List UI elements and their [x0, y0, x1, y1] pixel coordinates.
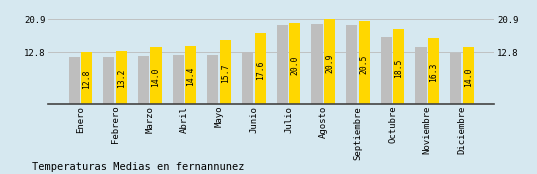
Text: 20.5: 20.5	[360, 54, 369, 74]
Bar	[116, 50, 127, 104]
Bar	[277, 25, 288, 104]
Bar	[150, 47, 162, 104]
Text: 20.0: 20.0	[291, 56, 299, 75]
Bar	[450, 53, 461, 104]
Bar	[255, 33, 266, 104]
Bar	[393, 29, 404, 104]
Bar	[138, 56, 149, 104]
Bar	[428, 38, 439, 104]
Bar	[359, 21, 369, 104]
Text: Temperaturas Medias en fernannunez: Temperaturas Medias en fernannunez	[32, 162, 245, 172]
Text: 14.0: 14.0	[464, 67, 473, 87]
Text: 13.2: 13.2	[117, 69, 126, 88]
Bar	[242, 52, 253, 104]
Bar	[324, 19, 335, 104]
Bar	[173, 56, 184, 104]
Bar	[81, 52, 92, 104]
Bar	[463, 47, 474, 104]
Bar	[103, 57, 114, 104]
Bar	[289, 23, 300, 104]
Bar	[381, 37, 392, 104]
Bar	[220, 40, 231, 104]
Text: 20.9: 20.9	[325, 54, 334, 73]
Text: 15.7: 15.7	[221, 64, 230, 83]
Text: 17.6: 17.6	[256, 60, 265, 80]
Text: 14.4: 14.4	[186, 66, 195, 86]
Text: 18.5: 18.5	[394, 58, 403, 78]
Bar	[69, 57, 79, 104]
Bar	[311, 24, 323, 104]
Bar	[416, 47, 426, 104]
Text: 14.0: 14.0	[151, 67, 161, 87]
Text: 12.8: 12.8	[82, 70, 91, 89]
Bar	[207, 55, 219, 104]
Text: 16.3: 16.3	[429, 63, 438, 82]
Bar	[185, 46, 196, 104]
Bar	[346, 25, 357, 104]
